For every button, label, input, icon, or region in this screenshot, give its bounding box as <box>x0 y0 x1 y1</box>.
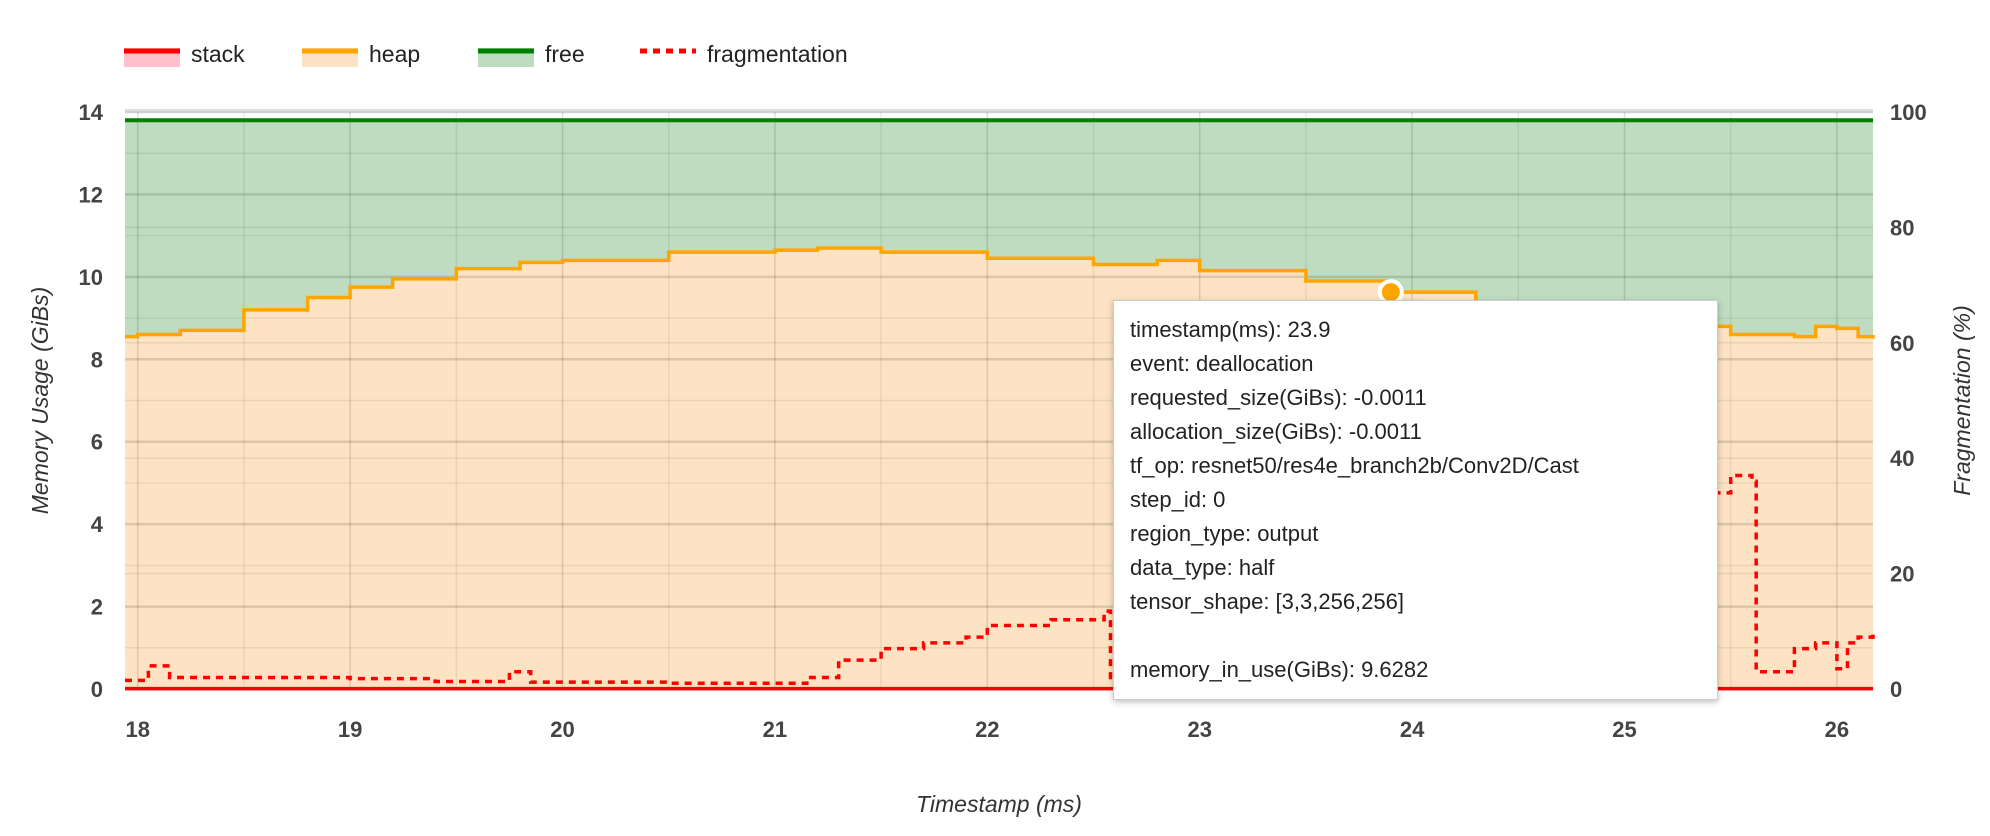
tooltip-line: data_type: half <box>1130 555 1275 580</box>
tooltip-line <box>1130 619 1701 653</box>
y2-tick-label: 80 <box>1890 215 1914 240</box>
legend-label-stack: stack <box>191 41 245 67</box>
tooltip-line: tf_op: resnet50/res4e_branch2b/Conv2D/Ca… <box>1130 453 1579 478</box>
x-tick-label: 18 <box>126 717 150 742</box>
tooltip-line: requested_size(GiBs): -0.0011 <box>1130 385 1427 410</box>
y-tick-label: 6 <box>91 430 103 455</box>
x-tick-label: 25 <box>1612 717 1636 742</box>
legend-label-free: free <box>545 41 585 67</box>
heap-line <box>125 246 1875 339</box>
y2-tick-label: 100 <box>1890 100 1927 125</box>
x-tick-label: 26 <box>1825 717 1849 742</box>
y-tick-label: 8 <box>91 347 103 372</box>
tooltip-line: tensor_shape: [3,3,256,256] <box>1130 589 1404 614</box>
x-tick-label: 22 <box>975 717 999 742</box>
x-axis-title: Timestamp (ms) <box>916 791 1082 817</box>
y2-tick-label: 60 <box>1890 331 1914 356</box>
y2-tick-label: 0 <box>1890 677 1902 702</box>
y-tick-label: 12 <box>79 182 103 207</box>
y2-tick-label: 40 <box>1890 446 1914 471</box>
tooltip-line: allocation_size(GiBs): -0.0011 <box>1130 419 1422 444</box>
tooltip: timestamp(ms): 23.9 event: deallocation … <box>1113 300 1718 700</box>
tooltip-line: memory_in_use(GiBs): 9.6282 <box>1130 657 1429 682</box>
tooltip-line: region_type: output <box>1130 521 1319 546</box>
x-tick-label: 24 <box>1400 717 1425 742</box>
y-tick-label: 0 <box>91 677 103 702</box>
y-tick-label: 4 <box>91 512 104 537</box>
x-tick-label: 19 <box>338 717 362 742</box>
tooltip-line: step_id: 0 <box>1130 487 1226 512</box>
legend-label-fragmentation: fragmentation <box>707 41 848 67</box>
y-tick-label: 10 <box>79 265 103 290</box>
x-tick-label: 21 <box>763 717 787 742</box>
y-tick-label: 14 <box>79 100 104 125</box>
tooltip-line: event: deallocation <box>1130 351 1314 376</box>
y-axis-title: Memory Usage (GiBs) <box>27 287 53 514</box>
y-tick-label: 2 <box>91 595 103 620</box>
legend-label-heap: heap <box>369 41 420 67</box>
fragmentation-line <box>125 473 1875 685</box>
tooltip-line: timestamp(ms): 23.9 <box>1130 317 1331 342</box>
x-tick-label: 23 <box>1187 717 1211 742</box>
y2-axis-title: Fragmentation (%) <box>1949 305 1975 495</box>
x-tick-label: 20 <box>550 717 574 742</box>
y2-tick-label: 20 <box>1890 562 1914 587</box>
